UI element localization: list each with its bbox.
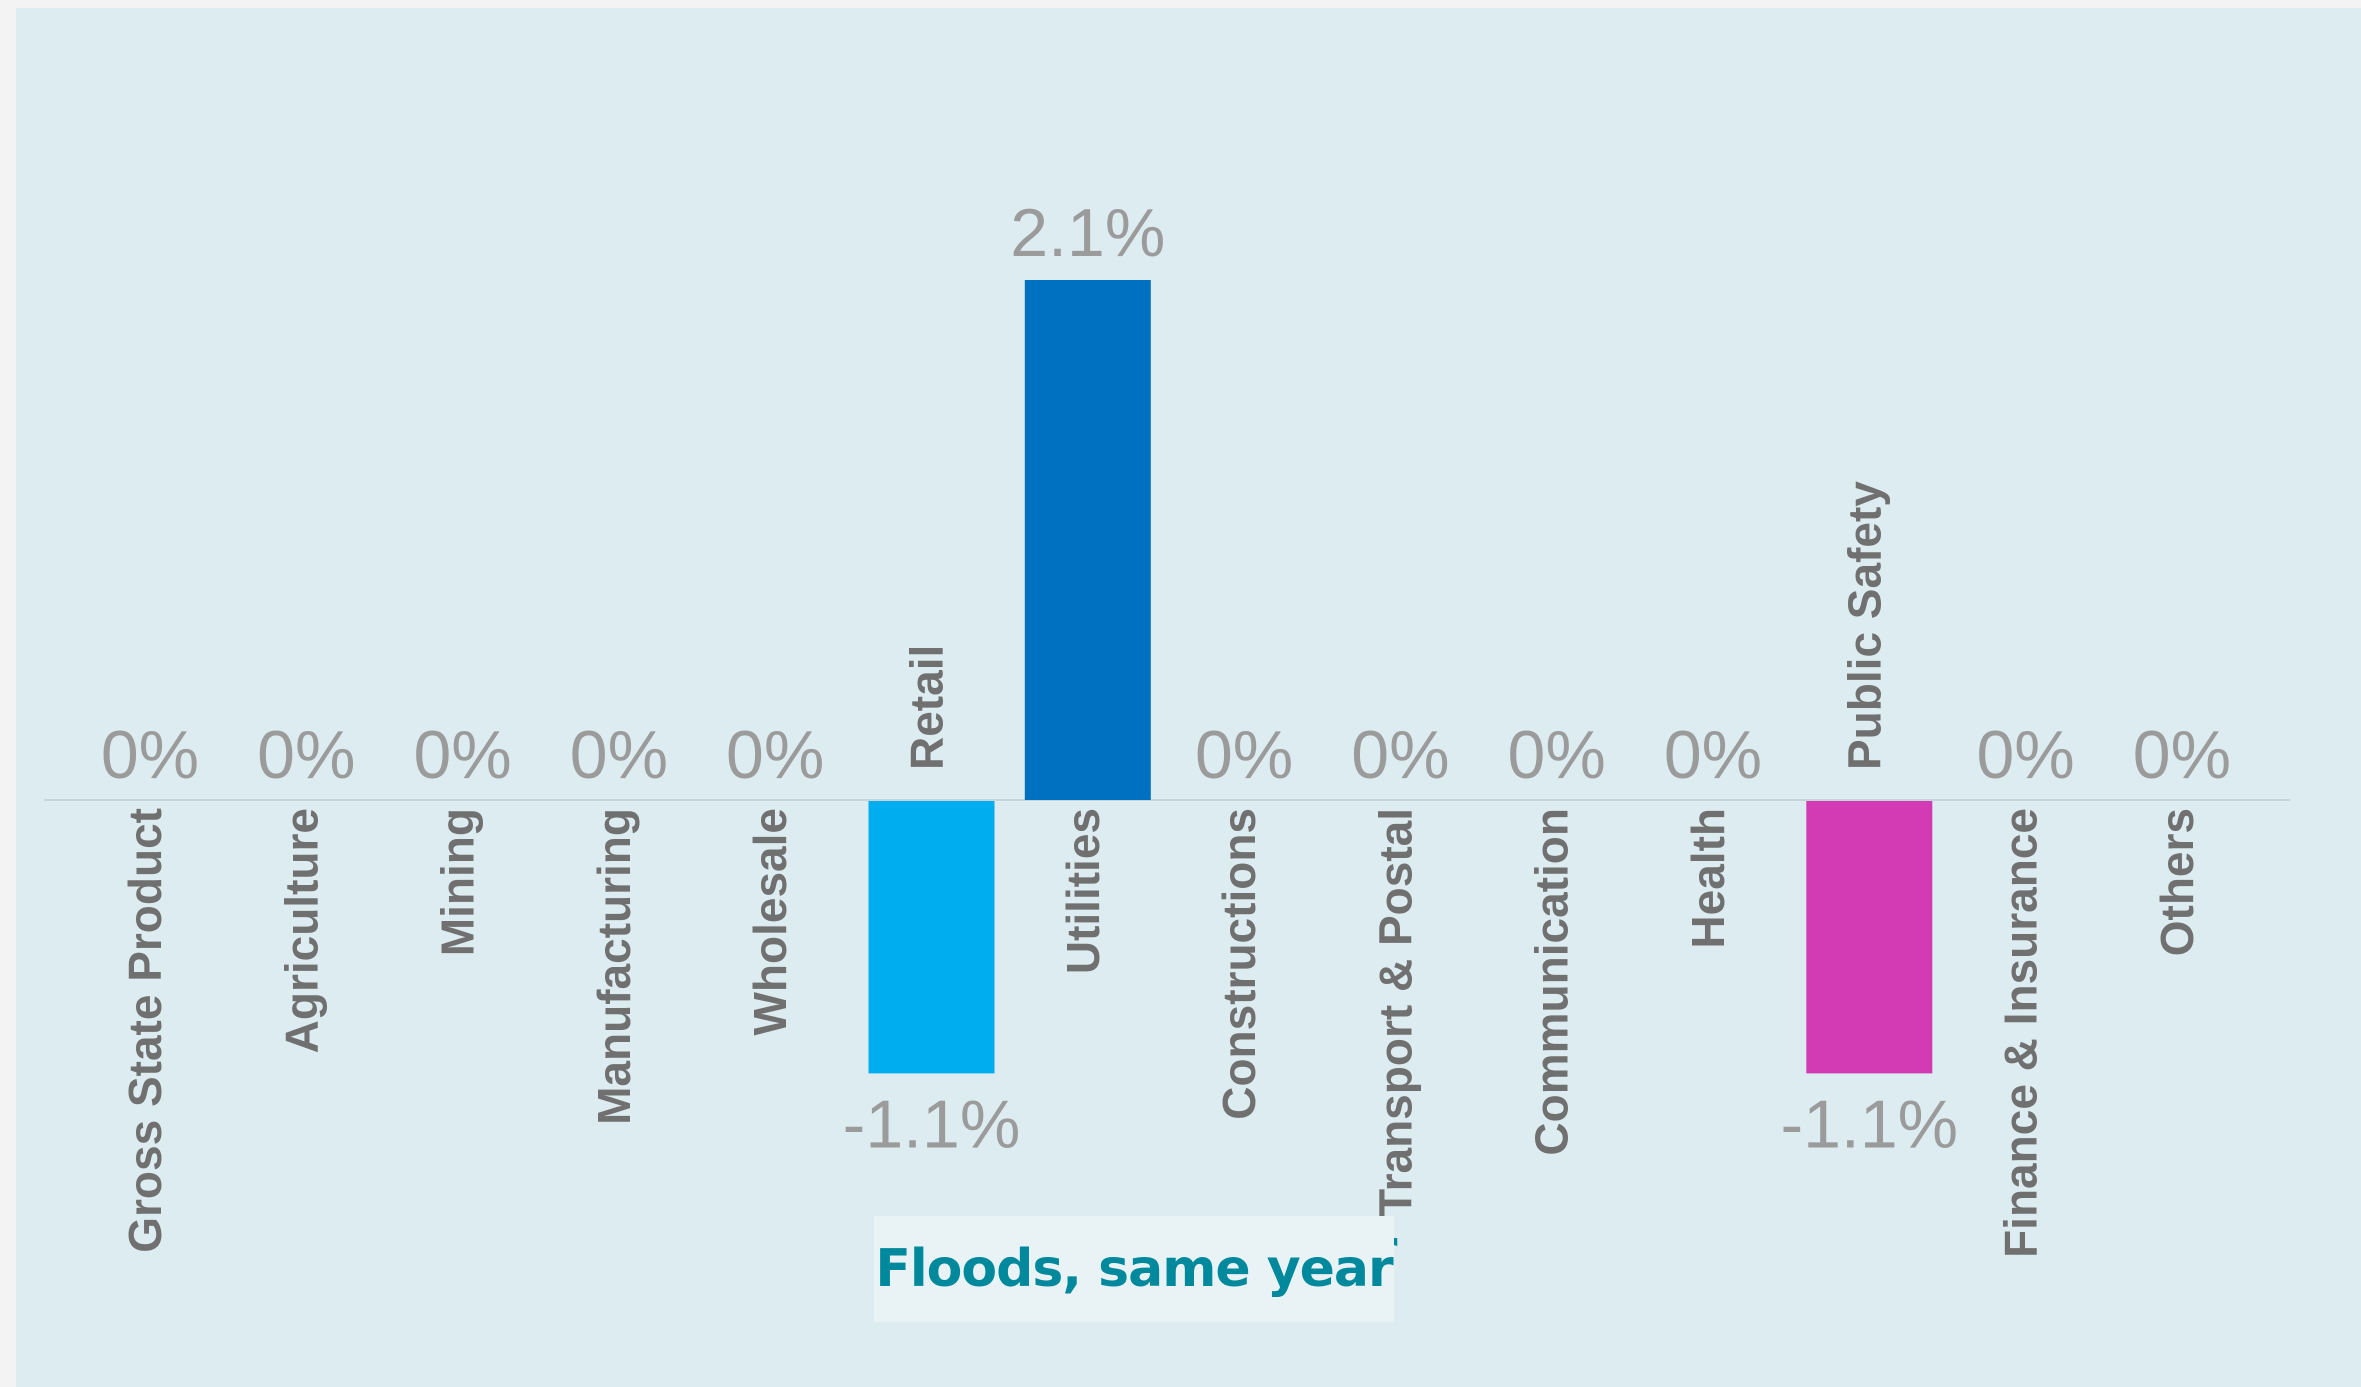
value-label-mining: 0%	[413, 717, 511, 793]
chart-title: Floods, same year	[875, 1239, 1393, 1299]
value-label-finance-and-insurance: 0%	[1976, 717, 2074, 793]
value-label-public-safety: -1.1%	[1780, 1086, 1958, 1162]
bar-retail	[868, 801, 995, 1074]
category-label-health: Health	[1682, 808, 1734, 949]
category-label-retail: Retail	[901, 645, 953, 770]
bar-public-safety	[1806, 801, 1933, 1074]
category-label-public-safety: Public Safety	[1838, 481, 1890, 770]
category-label-transport-and-postal: Transport & Postal	[1369, 808, 1421, 1217]
category-labels-layer: Gross State Product Agriculture Mining Manu…	[119, 481, 2203, 1258]
category-label-wholesale: Wholesale	[744, 808, 796, 1036]
value-label-constructions: 0%	[1195, 717, 1293, 793]
value-label-health: 0%	[1664, 717, 1762, 793]
category-label-communication: Communication	[1526, 808, 1578, 1156]
chart-panel	[16, 8, 2361, 1387]
category-label-manufacturing: Manufacturing	[588, 808, 640, 1125]
value-label-wholesale: 0%	[726, 717, 824, 793]
bar-utilities	[1024, 280, 1151, 800]
category-label-constructions: Constructions	[1213, 808, 1265, 1120]
value-label-transport-and-postal: 0%	[1351, 717, 1449, 793]
value-label-communication: 0%	[1508, 717, 1606, 793]
category-label-finance-and-insurance: Finance & Insurance	[1995, 808, 2047, 1258]
category-label-agriculture: Agriculture	[275, 808, 327, 1053]
value-label-others: 0%	[2133, 717, 2231, 793]
category-label-utilities: Utilities	[1057, 808, 1109, 974]
category-label-gross-state-product: Gross State Product	[119, 808, 171, 1253]
category-label-mining: Mining	[432, 808, 484, 956]
value-labels-layer: 0% 0% 0% 0% 0% -1.1% 2.1% 0% 0% 0% 0% -1.1% 0% 0%	[101, 195, 2231, 1162]
bars-layer	[868, 280, 1933, 1074]
chart-title-box: Floods, same year	[874, 1216, 1394, 1322]
category-label-others: Others	[2151, 808, 2203, 956]
value-label-manufacturing: 0%	[570, 717, 668, 793]
value-label-gross-state-product: 0%	[101, 717, 199, 793]
value-label-utilities: 2.1%	[1010, 195, 1165, 271]
value-label-agriculture: 0%	[257, 717, 355, 793]
value-label-retail: -1.1%	[843, 1086, 1021, 1162]
